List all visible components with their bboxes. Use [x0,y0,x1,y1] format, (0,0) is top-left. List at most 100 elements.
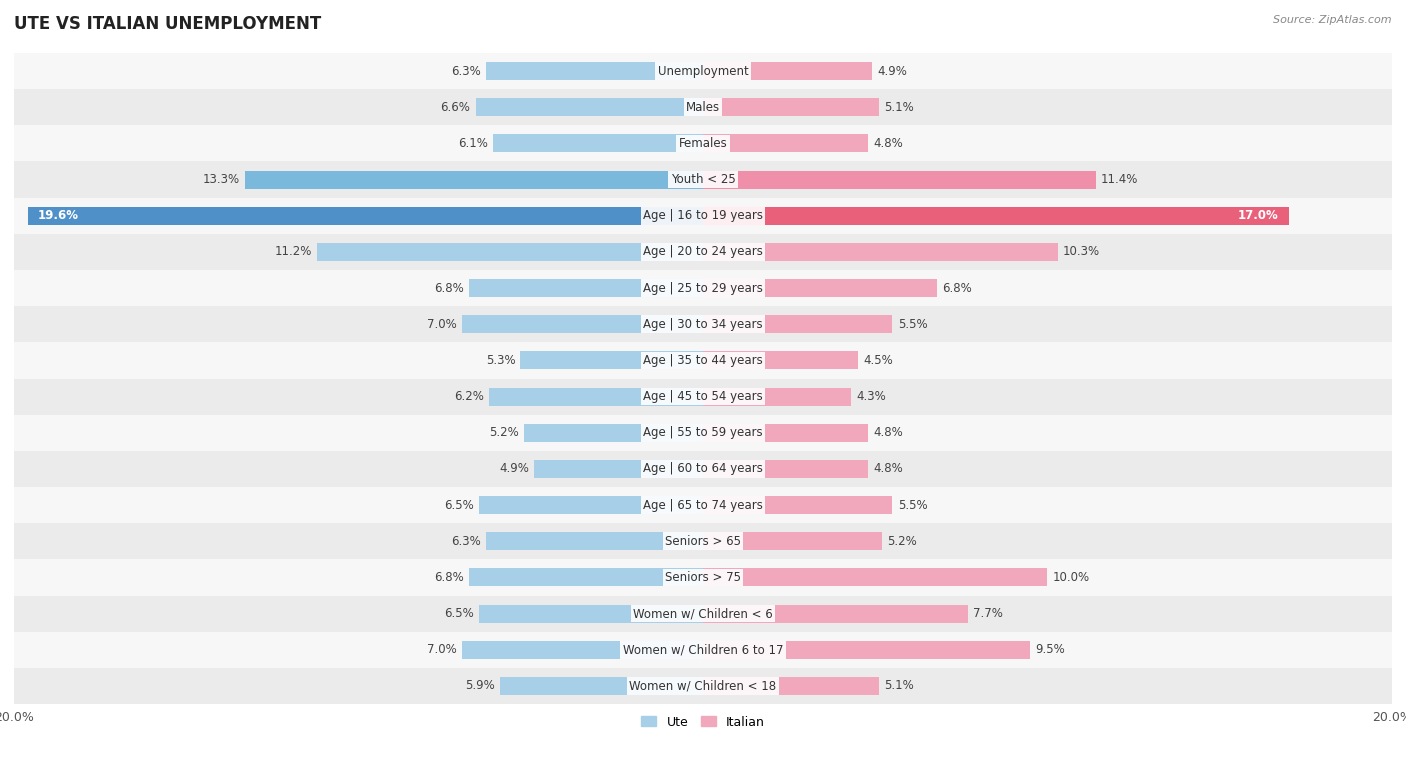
Text: 4.8%: 4.8% [873,137,903,150]
Text: 9.5%: 9.5% [1035,643,1066,656]
Bar [479,496,703,514]
Text: Youth < 25: Youth < 25 [671,173,735,186]
Bar [245,170,703,188]
Text: 5.2%: 5.2% [887,534,917,548]
Text: 6.5%: 6.5% [444,499,474,512]
Bar [14,126,1392,161]
Text: Age | 30 to 34 years: Age | 30 to 34 years [643,318,763,331]
Bar [703,98,879,117]
Text: Unemployment: Unemployment [658,64,748,77]
Text: 6.8%: 6.8% [942,282,972,294]
Text: 10.3%: 10.3% [1063,245,1099,258]
Bar [486,62,703,80]
Text: Age | 45 to 54 years: Age | 45 to 54 years [643,390,763,403]
Text: Seniors > 75: Seniors > 75 [665,571,741,584]
Bar [28,207,703,225]
Bar [703,135,869,152]
Text: 4.8%: 4.8% [873,426,903,439]
Text: 6.1%: 6.1% [458,137,488,150]
Bar [486,532,703,550]
Text: Age | 25 to 29 years: Age | 25 to 29 years [643,282,763,294]
Text: Males: Males [686,101,720,114]
Bar [479,605,703,622]
Bar [14,270,1392,306]
Text: 11.2%: 11.2% [274,245,312,258]
Text: 4.9%: 4.9% [877,64,907,77]
Text: 5.1%: 5.1% [884,680,914,693]
Bar [14,306,1392,342]
Text: 7.0%: 7.0% [427,318,457,331]
Bar [703,424,869,442]
Text: 6.8%: 6.8% [434,282,464,294]
Text: UTE VS ITALIAN UNEMPLOYMENT: UTE VS ITALIAN UNEMPLOYMENT [14,15,322,33]
Text: Females: Females [679,137,727,150]
Bar [703,207,1289,225]
Text: Women w/ Children < 18: Women w/ Children < 18 [630,680,776,693]
Text: Women w/ Children < 6: Women w/ Children < 6 [633,607,773,620]
Bar [14,487,1392,523]
Bar [14,559,1392,596]
Bar [703,62,872,80]
Bar [468,569,703,587]
Text: 5.5%: 5.5% [897,499,927,512]
Bar [703,315,893,333]
Bar [14,523,1392,559]
Text: 5.3%: 5.3% [485,354,515,367]
Text: 6.3%: 6.3% [451,534,481,548]
Text: 7.0%: 7.0% [427,643,457,656]
Text: Source: ZipAtlas.com: Source: ZipAtlas.com [1274,15,1392,25]
Bar [703,640,1031,659]
Bar [475,98,703,117]
Text: 6.3%: 6.3% [451,64,481,77]
Text: Seniors > 65: Seniors > 65 [665,534,741,548]
Bar [703,243,1057,261]
Bar [14,53,1392,89]
Bar [703,460,869,478]
Bar [461,315,703,333]
Bar [703,532,882,550]
Text: 11.4%: 11.4% [1101,173,1139,186]
Text: 10.0%: 10.0% [1053,571,1090,584]
Bar [499,677,703,695]
Text: 4.9%: 4.9% [499,463,529,475]
Legend: Ute, Italian: Ute, Italian [637,711,769,734]
Text: Age | 65 to 74 years: Age | 65 to 74 years [643,499,763,512]
Bar [703,388,851,406]
Bar [703,351,858,369]
Bar [703,170,1095,188]
Text: 4.3%: 4.3% [856,390,886,403]
Text: 13.3%: 13.3% [202,173,239,186]
Bar [14,342,1392,378]
Bar [520,351,703,369]
Text: 5.1%: 5.1% [884,101,914,114]
Bar [14,415,1392,451]
Text: Age | 16 to 19 years: Age | 16 to 19 years [643,209,763,223]
Bar [14,198,1392,234]
Text: 4.5%: 4.5% [863,354,893,367]
Text: Women w/ Children 6 to 17: Women w/ Children 6 to 17 [623,643,783,656]
Text: 6.2%: 6.2% [454,390,484,403]
Bar [14,89,1392,126]
Text: Age | 55 to 59 years: Age | 55 to 59 years [643,426,763,439]
Bar [703,605,969,622]
Bar [14,234,1392,270]
Bar [14,596,1392,631]
Text: 5.2%: 5.2% [489,426,519,439]
Bar [14,161,1392,198]
Text: 5.5%: 5.5% [897,318,927,331]
Text: Age | 20 to 24 years: Age | 20 to 24 years [643,245,763,258]
Bar [14,451,1392,487]
Bar [468,279,703,298]
Bar [489,388,703,406]
Bar [703,279,938,298]
Bar [534,460,703,478]
Text: 4.8%: 4.8% [873,463,903,475]
Bar [14,668,1392,704]
Bar [524,424,703,442]
Bar [703,569,1047,587]
Bar [703,496,893,514]
Bar [14,631,1392,668]
Text: 5.9%: 5.9% [465,680,495,693]
Text: Age | 60 to 64 years: Age | 60 to 64 years [643,463,763,475]
Bar [494,135,703,152]
